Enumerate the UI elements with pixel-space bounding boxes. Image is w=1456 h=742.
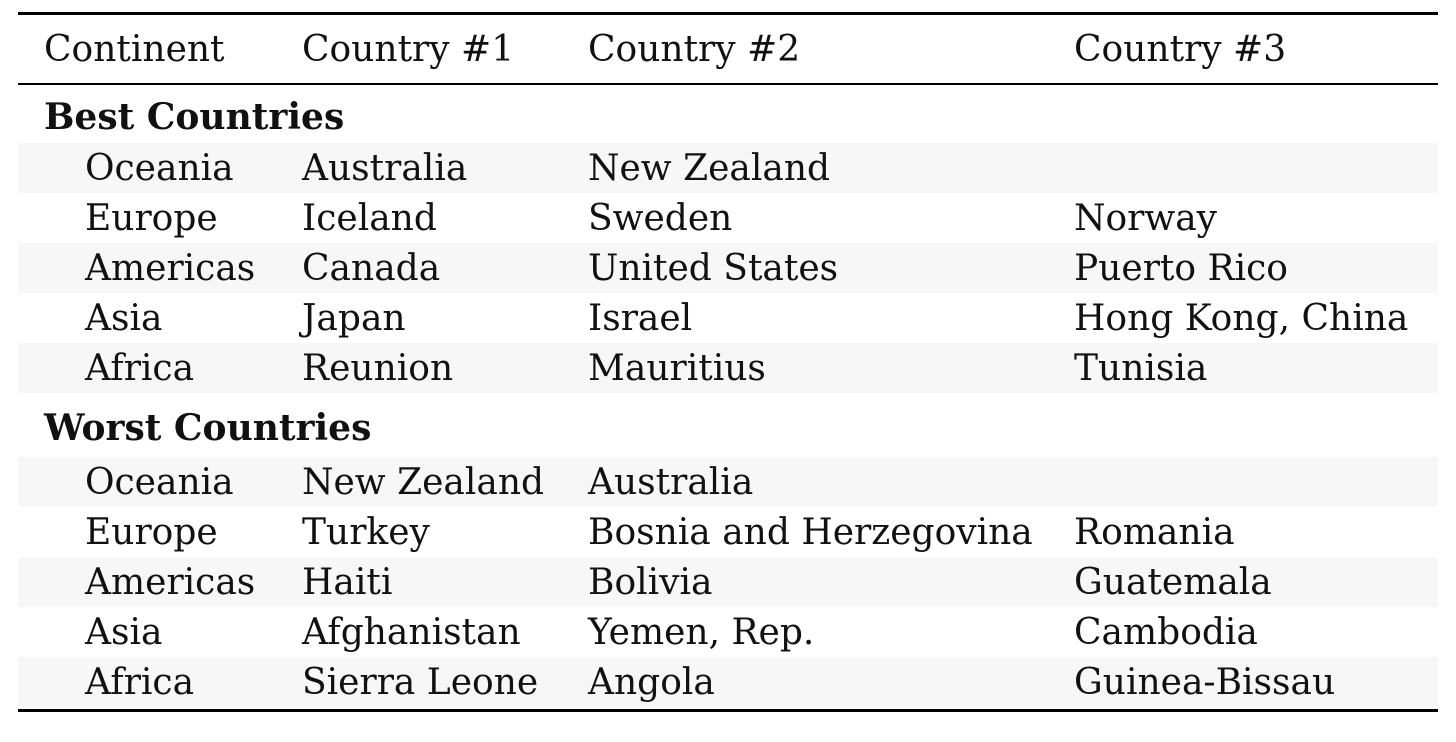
cell-country-2: Israel [588, 297, 693, 339]
cell-country-3: Romania [1074, 511, 1235, 553]
header-country-1: Country #1 [302, 28, 515, 70]
group-label: Worst Countries [44, 407, 372, 449]
cell-country-2: Angola [588, 661, 715, 703]
cell-continent: Americas [85, 561, 256, 603]
header-country-3: Country #3 [1074, 28, 1287, 70]
cell-country-3: Guinea-Bissau [1074, 661, 1336, 703]
cell-continent: Oceania [85, 147, 234, 189]
cell-country-1: Reunion [302, 347, 454, 389]
table-row: Asia Afghanistan Yemen, Rep. Cambodia [18, 607, 1438, 657]
cell-country-2: Yemen, Rep. [588, 611, 815, 653]
table-header-row: Continent Country #1 Country #2 Country … [18, 15, 1438, 83]
cell-continent: Oceania [85, 461, 234, 503]
table-bottom-rule [18, 709, 1438, 712]
cell-continent: Asia [85, 611, 163, 653]
cell-country-3: Norway [1074, 197, 1217, 239]
cell-country-3: Cambodia [1074, 611, 1258, 653]
cell-country-3: Hong Kong, China [1074, 297, 1409, 339]
cell-country-1: New Zealand [302, 461, 545, 503]
cell-country-2: Bosnia and Herzegovina [588, 511, 1033, 553]
header-continent: Continent [44, 28, 225, 70]
cell-country-2: Bolivia [588, 561, 713, 603]
cell-country-3: Puerto Rico [1074, 247, 1288, 289]
cell-country-3: Guatemala [1074, 561, 1272, 603]
cell-continent: Asia [85, 297, 163, 339]
header-country-2: Country #2 [588, 28, 801, 70]
cell-country-2: New Zealand [588, 147, 831, 189]
cell-continent: Europe [85, 197, 218, 239]
table-top-rule [18, 12, 1438, 15]
table-row: Oceania New Zealand Australia [18, 457, 1438, 507]
table-row: Americas Canada United States Puerto Ric… [18, 243, 1438, 293]
cell-continent: Africa [85, 347, 195, 389]
cell-country-2: Australia [588, 461, 754, 503]
group-label: Best Countries [44, 96, 345, 138]
cell-country-1: Haiti [302, 561, 393, 603]
cell-country-1: Sierra Leone [302, 661, 539, 703]
table-row: Oceania Australia New Zealand [18, 143, 1438, 193]
cell-country-2: Mauritius [588, 347, 766, 389]
cell-continent: Europe [85, 511, 218, 553]
cell-continent: Africa [85, 661, 195, 703]
cell-country-1: Canada [302, 247, 441, 289]
table-row: Americas Haiti Bolivia Guatemala [18, 557, 1438, 607]
table-header-rule [18, 83, 1438, 85]
cell-country-1: Japan [302, 297, 406, 339]
cell-country-1: Iceland [302, 197, 437, 239]
table-row: Africa Sierra Leone Angola Guinea-Bissau [18, 657, 1438, 707]
cell-country-1: Afghanistan [302, 611, 521, 653]
table-row: Africa Reunion Mauritius Tunisia [18, 343, 1438, 393]
countries-table: Continent Country #1 Country #2 Country … [18, 12, 1438, 712]
table-row: Europe Iceland Sweden Norway [18, 193, 1438, 243]
table-row: Asia Japan Israel Hong Kong, China [18, 293, 1438, 343]
cell-country-2: United States [588, 247, 839, 289]
group-heading-best: Best Countries [18, 85, 1438, 143]
cell-country-2: Sweden [588, 197, 733, 239]
cell-country-1: Australia [302, 147, 468, 189]
group-heading-worst: Worst Countries [18, 393, 1438, 457]
table-row: Europe Turkey Bosnia and Herzegovina Rom… [18, 507, 1438, 557]
cell-continent: Americas [85, 247, 256, 289]
cell-country-3: Tunisia [1074, 347, 1208, 389]
cell-country-1: Turkey [302, 511, 430, 553]
